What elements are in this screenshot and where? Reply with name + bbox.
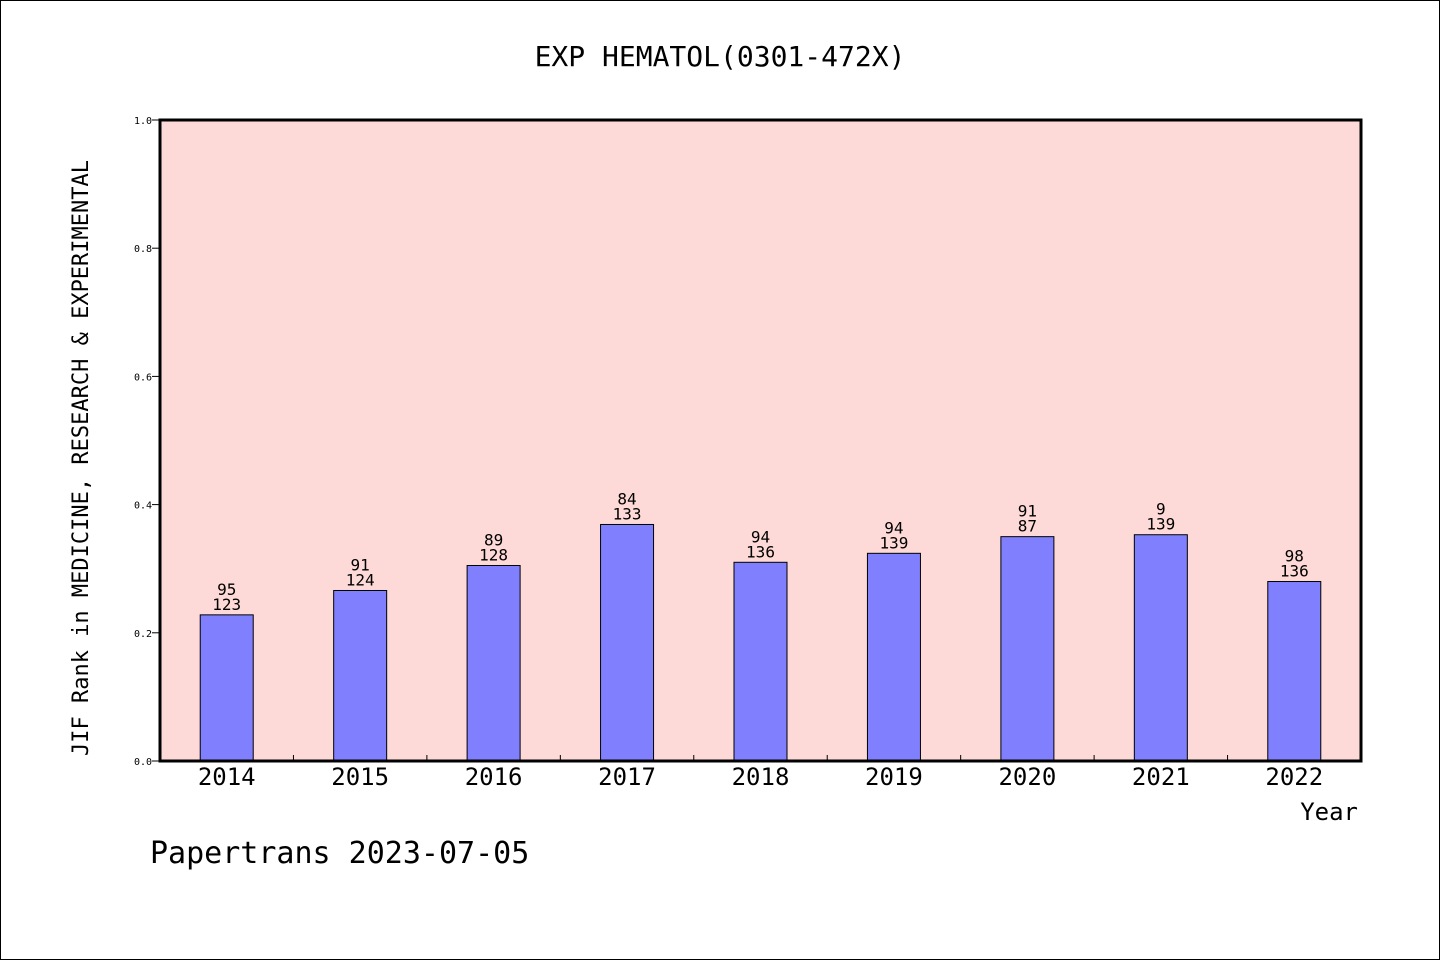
y-tick-label: 0.8: [134, 244, 152, 255]
chart-title: EXP HEMATOL(0301-472X): [535, 40, 906, 73]
bar-2018: [733, 561, 788, 762]
x-tick-label: 2020: [998, 763, 1056, 791]
rank-label: 84: [617, 489, 636, 508]
x-tick-label: 2016: [465, 763, 523, 791]
bar-series: [199, 523, 1322, 762]
x-tick-label: 2018: [732, 763, 790, 791]
x-axis-label: Year: [1300, 798, 1358, 826]
bar-2015: [333, 589, 388, 762]
total-label: 139: [1146, 515, 1175, 534]
total-label: 124: [346, 570, 375, 589]
rank-label: 9: [1156, 500, 1166, 519]
footer-credit: Papertrans 2023-07-05: [150, 836, 529, 871]
y-tick-label: 0.2: [134, 629, 152, 640]
x-tick-label: 2019: [865, 763, 923, 791]
y-tick-label: 0.4: [134, 501, 152, 512]
total-label: 87: [1018, 517, 1037, 536]
rank-label: 91: [1018, 502, 1037, 521]
total-label: 128: [479, 545, 508, 564]
y-tick-label: 0.0: [134, 757, 152, 768]
plot-border: [158, 118, 1363, 763]
bar-2019: [866, 552, 921, 762]
y-axis-label: JIF Rank in MEDICINE, RESEARCH & EXPERIM…: [69, 160, 94, 756]
rank-label: 94: [884, 518, 903, 537]
total-label: 133: [613, 504, 642, 523]
x-tick-label: 2015: [331, 763, 389, 791]
bar-2021: [1133, 534, 1188, 762]
rank-label: 98: [1285, 547, 1304, 566]
x-tick-label: 2021: [1132, 763, 1190, 791]
rank-label: 91: [351, 555, 370, 574]
x-tick-label: 2014: [198, 763, 256, 791]
bar-2020: [1000, 536, 1055, 762]
y-tick-label: 0.6: [134, 372, 152, 383]
rank-label: 94: [751, 527, 770, 546]
rank-label: 89: [484, 530, 503, 549]
rank-label: 95: [217, 580, 236, 599]
total-label: 123: [212, 595, 241, 614]
bar-2016: [466, 564, 521, 762]
bar-2017: [600, 523, 655, 762]
bar-2014: [199, 614, 254, 762]
x-tick-label: 2022: [1265, 763, 1323, 791]
x-axis: 2014 2015 2016 2017 2018 2019 2020 2021 2022: [198, 755, 1323, 791]
total-label: 139: [879, 533, 908, 552]
total-label: 136: [1280, 562, 1309, 581]
y-tick-label: 1.0: [134, 116, 152, 127]
total-label: 136: [746, 542, 775, 561]
bar-2022: [1267, 581, 1322, 762]
y-axis: 0.0 0.2 0.4 0.6 0.8 1.0: [134, 116, 160, 768]
x-tick-label: 2017: [598, 763, 656, 791]
data-labels: 9512391124891288413394136941399187913998…: [212, 489, 1308, 613]
